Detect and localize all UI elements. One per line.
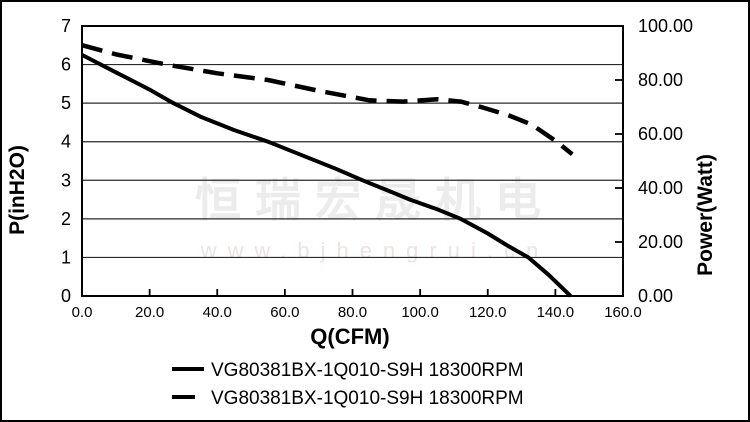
y-left-tick-label: 5	[61, 93, 71, 113]
curve-power	[81, 43, 574, 157]
y-left-tick-label: 0	[61, 286, 71, 306]
x-tick-label: 20.0	[135, 304, 164, 321]
watermark-url: www.bjhengrui.cn	[200, 238, 549, 263]
legend-label-pressure: VG80381BX-1Q010-S9H 18300RPM	[211, 360, 524, 381]
x-tick-label: 140.0	[537, 304, 575, 321]
x-tick-label: 0.0	[72, 304, 93, 321]
x-tick-label: 120.0	[469, 304, 507, 321]
x-tick-label: 60.0	[270, 304, 299, 321]
y-right-tick-label: 20.00	[638, 232, 683, 252]
x-tick-label: 100.0	[401, 304, 439, 321]
y-right-tick-label: 100.00	[638, 16, 693, 36]
y-left-tick-label: 1	[61, 247, 71, 267]
y-right-tick-label: 40.00	[638, 178, 683, 198]
y-left-tick-label: 2	[61, 209, 71, 229]
x-tick-label: 40.0	[203, 304, 232, 321]
legend-label-power: VG80381BX-1Q010-S9H 18300RPM	[211, 388, 524, 409]
y-left-tick-label: 4	[61, 132, 71, 152]
legend: VG80381BX-1Q010-S9H 18300RPM VG80381BX-1…	[172, 360, 524, 409]
y-left-tick-label: 6	[61, 55, 71, 75]
x-axis-title: Q(CFM)	[310, 324, 389, 349]
y-right-tick-label: 60.00	[638, 124, 683, 144]
y-axis-right-title: Power(Watt)	[694, 154, 717, 276]
y-axis-left-title: P(inH2O)	[6, 145, 29, 235]
plot-border	[81, 25, 624, 297]
y-left-tick-label: 7	[61, 16, 71, 36]
watermark-text: 恒瑞宏晟机电	[195, 174, 555, 226]
y-right-tick-label: 80.00	[638, 70, 683, 90]
y-left-tick-label: 3	[61, 170, 71, 190]
y-right-tick-label: 0.00	[638, 286, 673, 306]
plot-area: 0 1 2 3 4 5 6 7 0.00 20.00 40.00 60.00 80.00 100.00 0.…	[61, 16, 693, 321]
x-tick-label: 80.0	[338, 304, 367, 321]
x-tick-label: 160.0	[604, 304, 642, 321]
curve-pressure	[81, 53, 572, 298]
